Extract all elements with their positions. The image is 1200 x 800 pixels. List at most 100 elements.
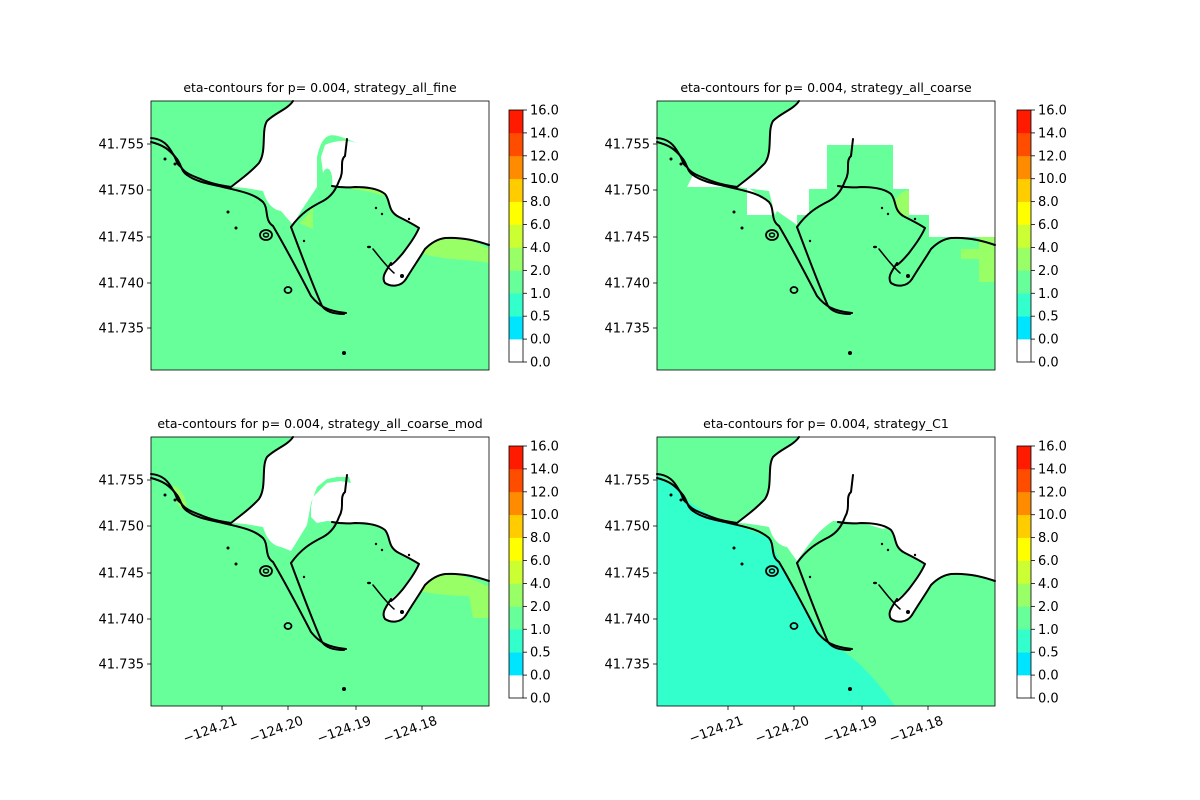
- colorbar-segment: [509, 491, 523, 516]
- axes-frame: [656, 436, 996, 707]
- colorbar-tick-label: 0.5: [530, 646, 551, 661]
- y-tick-label: 41.735: [99, 658, 145, 673]
- colorbar-tick-label: 0.0: [530, 333, 551, 348]
- colorbar-tick-label: 0.0: [1038, 669, 1059, 684]
- colorbar-tick-label: 12.0: [1038, 149, 1067, 164]
- colorbar-frame: [1016, 109, 1032, 363]
- colorbar-tick-label: 2.0: [1038, 264, 1059, 279]
- map-panel-c1: eta-contours for p= 0.004, strategy_C1 41…: [605, 416, 996, 747]
- colorbar-segment: [1017, 675, 1031, 699]
- colorbar-tick-label: 10.0: [1038, 172, 1067, 187]
- colorbar-segment: [509, 468, 523, 493]
- colorbar-segment: [509, 652, 523, 676]
- dry-land-region: [231, 437, 489, 622]
- colorbar-tick-label: 6.0: [530, 218, 551, 233]
- colorbar-segment: [509, 629, 523, 653]
- colorbar-tick-label: 12.0: [530, 485, 559, 500]
- axes-frame: [150, 100, 490, 371]
- colorbar-segment: [509, 560, 523, 584]
- colorbar-tick-label: 0.0: [1038, 333, 1059, 348]
- colorbar-segment: [509, 514, 523, 538]
- colorbar-segment: [509, 583, 523, 607]
- y-tick-label: 41.735: [605, 658, 651, 673]
- y-tick-label: 41.745: [99, 231, 145, 246]
- colorbar-segment: [1017, 293, 1031, 317]
- colorbar-segment: [1017, 560, 1031, 584]
- y-tick-label: 41.750: [99, 184, 145, 199]
- colorbar-tick-label: 16.0: [1038, 104, 1067, 119]
- panel-title: eta-contours for p= 0.004, strategy_all_…: [183, 80, 457, 95]
- colorbar: 0.0 0.0 0.5 1.0 2.0 4.0 6.0 8.0 10.0 12.0 14.0 16.0: [1016, 440, 1067, 707]
- x-tick-label: −124.20: [753, 714, 811, 747]
- colorbar-tick-label: 14.0: [1038, 126, 1067, 141]
- colorbar-tick-label: 10.0: [1038, 508, 1067, 523]
- colorbar: 0.0 0.0 0.5 1.0 2.0 4.0 6.0 8.0 10.0 12.0 14.0 16.0: [508, 104, 559, 371]
- colorbar-tick-label: 16.0: [1038, 440, 1067, 455]
- colorbar-tick-label: 8.0: [1038, 195, 1059, 210]
- y-tick-label: 41.735: [99, 322, 145, 337]
- anomaly-region: [961, 237, 995, 282]
- colorbar-tick-label: 16.0: [530, 440, 559, 455]
- colorbar-frame: [508, 445, 524, 699]
- colorbar-tick-label: 8.0: [1038, 531, 1059, 546]
- x-tick-label: −124.18: [381, 714, 439, 747]
- dry-land-region: [737, 437, 995, 622]
- colorbar-segment: [1017, 132, 1031, 157]
- y-tick-label: 41.740: [605, 613, 651, 628]
- colorbar-tick-label: 6.0: [1038, 218, 1059, 233]
- colorbar-tick-label: 2.0: [530, 264, 551, 279]
- colorbar-tick-label: 8.0: [530, 531, 551, 546]
- colorbar-segment: [509, 606, 523, 630]
- colorbar-segment: [1017, 491, 1031, 516]
- colorbar-tick-label: 14.0: [530, 126, 559, 141]
- colorbar: 0.0 0.0 0.5 1.0 2.0 4.0 6.0 8.0 10.0 12.0 14.0 16.0: [1016, 104, 1067, 371]
- colorbar-segment: [1017, 339, 1031, 363]
- colorbar-tick-label: 1.0: [1038, 623, 1059, 638]
- colorbar-tick-label: 1.0: [1038, 287, 1059, 302]
- colorbar-segment: [509, 675, 523, 699]
- y-tick-label: 41.735: [605, 322, 651, 337]
- colorbar-tick-label: 10.0: [530, 172, 559, 187]
- y-tick-label: 41.755: [605, 474, 651, 489]
- y-tick-label: 41.750: [605, 184, 651, 199]
- anomaly-region: [469, 595, 489, 618]
- colorbar-segment: [1017, 316, 1031, 340]
- colorbar-frame: [508, 109, 524, 363]
- dry-land-region: [737, 101, 995, 237]
- colorbar-segment: [1017, 583, 1031, 607]
- colorbar-tick-label: 14.0: [1038, 462, 1067, 477]
- colorbar-tick-label: 4.0: [1038, 577, 1059, 592]
- y-tick-label: 41.755: [99, 138, 145, 153]
- x-tick-label: −124.18: [887, 714, 945, 747]
- colorbar-segment: [509, 293, 523, 317]
- colorbar-segment: [509, 247, 523, 271]
- anomaly-region: [419, 573, 489, 599]
- x-tick-label: −124.20: [247, 714, 305, 747]
- colorbar-tick-label: 10.0: [530, 508, 559, 523]
- colorbar-tick-label: 0.0: [530, 356, 551, 371]
- dry-land-region: [231, 101, 489, 286]
- colorbar-segment: [509, 201, 523, 225]
- y-tick-label: 41.740: [99, 613, 145, 628]
- colorbar-tick-label: 0.0: [1038, 692, 1059, 707]
- y-tick-label: 41.750: [605, 520, 651, 535]
- anomaly-region: [173, 485, 187, 509]
- colorbar-segment: [509, 339, 523, 363]
- colorbar-tick-label: 12.0: [1038, 485, 1067, 500]
- colorbar-tick-label: 6.0: [1038, 554, 1059, 569]
- map-panel-coarse: eta-contours for p= 0.004, strategy_all_…: [605, 80, 996, 371]
- x-tick-label: −124.21: [687, 714, 745, 747]
- colorbar-tick-label: 0.5: [1038, 310, 1059, 325]
- colorbar-segment: [1017, 110, 1031, 134]
- panel-title: eta-contours for p= 0.004, strategy_all_…: [680, 80, 972, 95]
- colorbar-segment: [509, 316, 523, 340]
- panel-title: eta-contours for p= 0.004, strategy_C1: [703, 416, 949, 431]
- colorbar-segment: [1017, 514, 1031, 538]
- colorbar-tick-label: 4.0: [1038, 241, 1059, 256]
- colorbar-segment: [1017, 247, 1031, 271]
- axes-frame: [150, 436, 490, 707]
- colorbar-segment: [1017, 201, 1031, 225]
- colorbar-segment: [1017, 652, 1031, 676]
- colorbar-segment: [509, 446, 523, 470]
